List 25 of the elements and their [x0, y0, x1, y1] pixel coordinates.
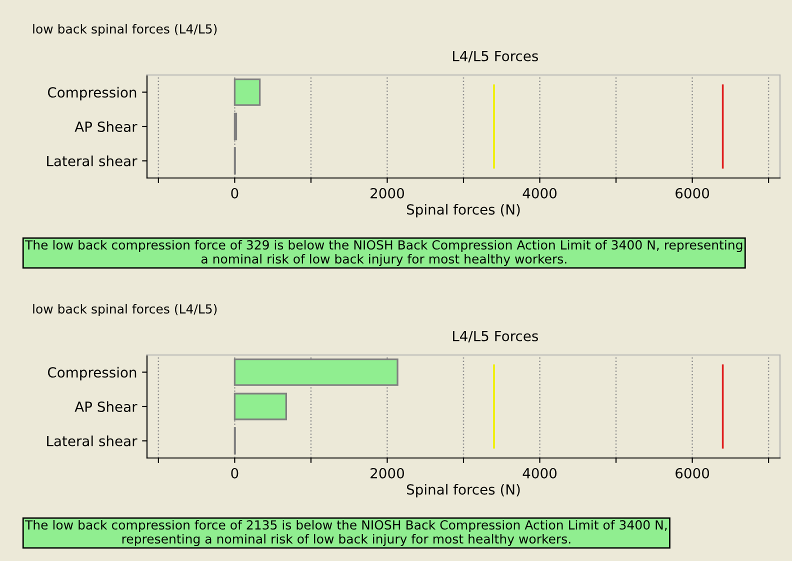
x-tick-label: 4000 [522, 468, 557, 478]
x-tick-label: 6000 [676, 468, 710, 478]
chart-subtitle: low back spinal forces (L4/L5) [33, 24, 217, 36]
text: The low back compression force of 2135 is below the NIOSH Back Compression Action Limit of 3400 N, representing a nominal risk of low back injury for most healthy workers. [24, 520, 667, 546]
x-tick-label: 2000 [370, 468, 404, 478]
chart-subtitle: low back spinal forces (L4/L5) [33, 304, 217, 316]
bar [234, 358, 398, 386]
bar [234, 392, 288, 420]
y-tick-label: Compression [48, 86, 136, 100]
text: The low back compression force of 329 is below the NIOSH Back Compression Action Limit of 3400 N, representing a nominal risk of low back injury for most healthy workers. [24, 240, 742, 266]
x-tick-label: 2000 [370, 188, 404, 198]
x-tick-label: 0 [231, 468, 238, 478]
chart-title: L4/L5 Forces [452, 330, 538, 342]
x-tick-label: 6000 [676, 188, 710, 198]
y-tick-label: Lateral shear [47, 436, 138, 446]
bar [234, 78, 261, 106]
x-tick-label: 4000 [522, 188, 557, 198]
x-axis-title: Spinal forces (N) [406, 484, 520, 498]
y-tick-label: AP Shear [74, 121, 138, 132]
x-tick-label: 0 [231, 188, 238, 198]
y-tick-label: Compression [48, 366, 136, 380]
y-tick-label: AP Shear [74, 401, 138, 412]
chart-title: L4/L5 Forces [452, 50, 538, 62]
y-tick-label: Lateral shear [47, 156, 138, 166]
x-axis-title: Spinal forces (N) [406, 204, 520, 218]
